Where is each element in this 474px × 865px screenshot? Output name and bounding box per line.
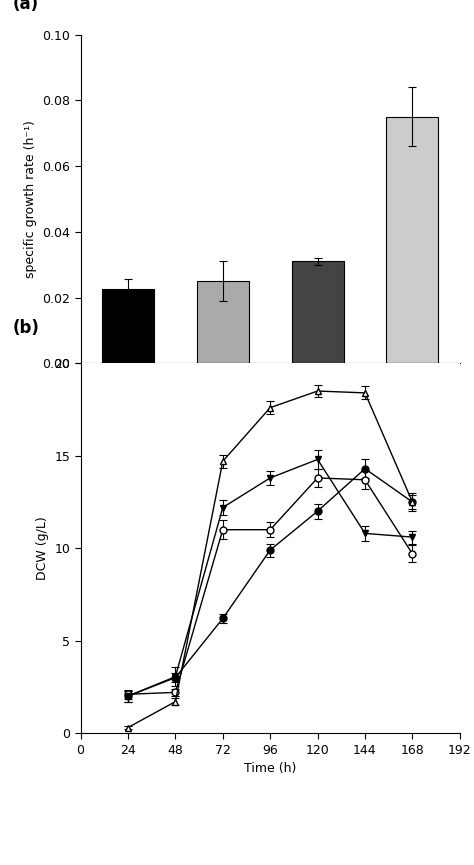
Text: (b): (b) xyxy=(12,319,39,337)
Bar xyxy=(197,281,249,363)
Y-axis label: specific growth rate (h⁻¹): specific growth rate (h⁻¹) xyxy=(24,120,36,278)
Legend: Control, Control + 10uM IACA, 50% Oxygen Enrichment, 50% OE + 10uM IACA: Control, Control + 10uM IACA, 50% Oxygen… xyxy=(188,753,391,837)
X-axis label: Time (h): Time (h) xyxy=(244,762,296,775)
Text: (a): (a) xyxy=(12,0,38,13)
Bar xyxy=(102,289,154,363)
Bar xyxy=(292,261,344,363)
Y-axis label: DCW (g/L): DCW (g/L) xyxy=(36,516,49,580)
Bar xyxy=(386,117,438,363)
